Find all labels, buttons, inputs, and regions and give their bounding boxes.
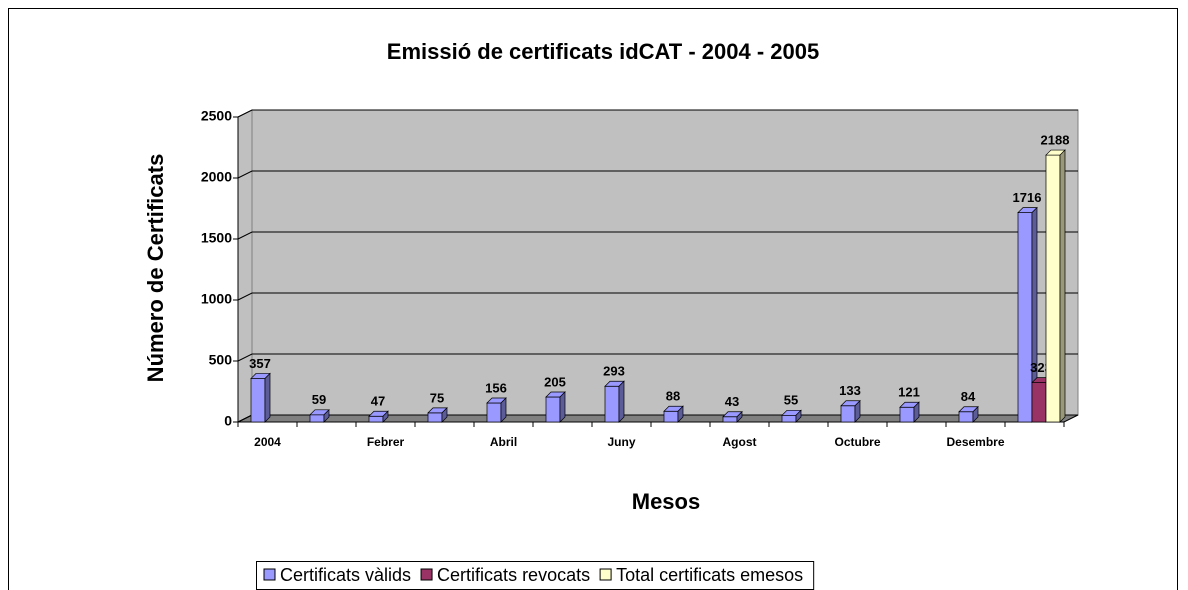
data-label: 293 [603,364,625,379]
y-tick-label: 2500 [201,108,232,124]
floor [237,414,1079,423]
bar-side [677,405,684,423]
bar-front [663,410,679,423]
data-label: 43 [725,394,739,409]
bar [663,405,684,423]
bar-front [781,414,797,423]
bar-side [559,391,566,423]
x-tick-label: Juny [607,435,635,449]
bar-side [972,405,979,423]
data-label: 205 [544,374,566,389]
y-axis-title: Número de Certificats [143,154,168,383]
bar [1017,206,1038,423]
bar-front [899,406,915,423]
y-tick-label: 500 [209,352,233,368]
legend-swatch [263,568,276,581]
bar-front [958,411,974,423]
legend-label: Certificats revocats [437,565,590,585]
bar-front [1045,154,1061,423]
x-tick-label: Desembre [946,435,1004,449]
bar-side [854,399,861,423]
bar-front [1017,212,1033,423]
grid-line [237,292,1078,301]
data-label: 357 [249,356,271,371]
bar [427,407,448,423]
bar [722,410,743,423]
bar [840,399,861,423]
bar-side [736,410,743,423]
bar-front [427,412,443,423]
data-label: 75 [430,390,444,405]
back-wall [251,109,1079,416]
data-label: 47 [371,394,385,409]
bar-side [795,409,802,423]
bar-front [309,414,325,423]
y-tick-label: 0 [224,413,232,429]
side-wall [237,109,253,423]
grid-line [237,109,1078,118]
grid-line [237,231,1078,240]
data-label: 156 [485,380,507,395]
legend-label: Certificats vàlids [280,565,411,585]
x-tick-label: Abril [490,435,517,449]
y-tick-label: 1000 [201,291,232,307]
bar [250,372,271,423]
bar-front [840,405,856,423]
data-label: 133 [839,383,861,398]
bar [309,408,330,423]
data-label: 59 [312,392,326,407]
chart-title: Emissió de certificats idCAT - 2004 - 20… [387,39,819,64]
data-label: 2188 [1041,133,1070,148]
bar-side [913,401,920,423]
legend-label: Total certificats emesos [616,565,803,585]
x-tick-label: Octubre [834,435,880,449]
x-tick-label: 2004 [254,435,281,449]
bar-side [500,397,507,423]
bar-front [368,415,384,423]
y-tick-label: 2000 [201,169,232,185]
bar-side [618,380,625,423]
grid-line [237,170,1078,179]
bar-side [264,372,271,423]
bar-front [545,396,561,423]
legend-swatch [420,568,433,581]
bar [545,391,566,423]
bar [958,405,979,423]
bar-front [604,385,620,423]
bar [1045,149,1066,423]
x-axis-title: Mesos [632,489,700,514]
grid-line [237,353,1078,362]
bar-side [1059,149,1066,423]
bar [604,380,625,423]
x-tick-label: Febrer [367,435,405,449]
y-tick-label: 1500 [201,230,232,246]
legend-swatch [599,568,612,581]
data-label: 84 [961,389,976,404]
data-label: 55 [784,393,798,408]
bar [486,397,507,423]
bar [368,410,389,423]
bar [781,409,802,423]
bar-side [323,408,330,423]
bar-front [250,378,266,423]
x-tick-label: Agost [723,435,757,449]
bar-front [486,402,502,423]
bar-side [382,410,389,423]
bar [899,401,920,423]
bar-front [722,416,738,423]
data-label: 121 [898,385,920,400]
data-label: 1716 [1013,190,1042,205]
bar-front [1031,382,1047,423]
bar-side [441,407,448,423]
data-label: 88 [666,389,680,404]
